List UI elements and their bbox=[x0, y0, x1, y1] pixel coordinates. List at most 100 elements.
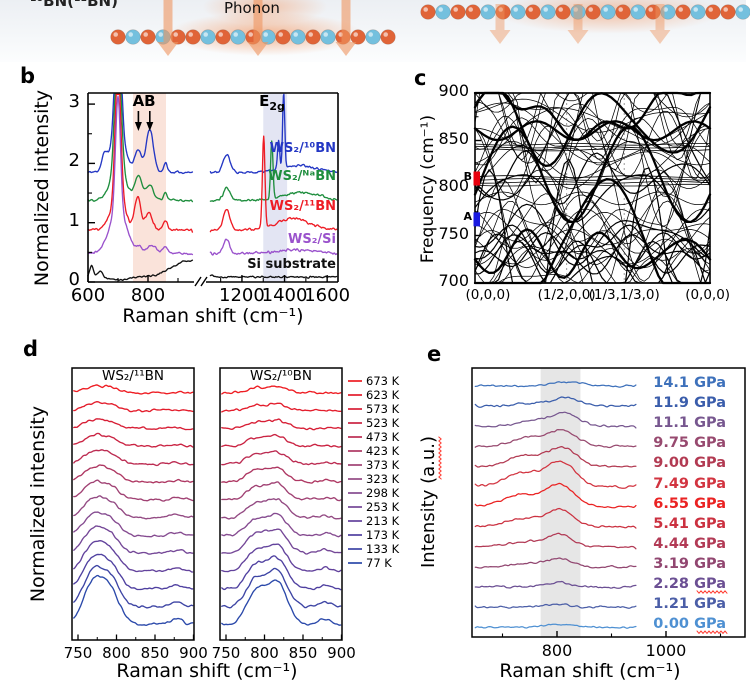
phonon-band bbox=[474, 110, 711, 179]
mode-marker-label-A: A bbox=[463, 210, 472, 224]
atom bbox=[510, 4, 526, 20]
phonon-band bbox=[474, 92, 711, 148]
pressure-spectrum bbox=[474, 381, 637, 388]
atom bbox=[525, 4, 541, 20]
atom-highlight bbox=[498, 7, 504, 12]
atom bbox=[305, 29, 321, 45]
phonon-band-flat bbox=[474, 181, 711, 184]
atom-highlight bbox=[158, 32, 163, 37]
atom-highlight bbox=[308, 32, 314, 37]
pressure-spectrum bbox=[474, 603, 637, 609]
legend-label: 173 K bbox=[366, 528, 400, 542]
axis-break-mark bbox=[200, 276, 208, 287]
panel-letter-b: b bbox=[20, 64, 36, 88]
axis-break-mark bbox=[194, 276, 202, 287]
phonon-band bbox=[474, 193, 711, 265]
pressure-spectrum bbox=[474, 411, 637, 429]
atom-highlight bbox=[233, 32, 238, 37]
y-tick-label: 850 bbox=[438, 128, 469, 148]
x-tick-label: 800 bbox=[250, 644, 279, 662]
y-tick-label: 800 bbox=[438, 176, 469, 195]
phonon-band bbox=[474, 203, 711, 266]
phonon-label: Phonon bbox=[224, 0, 280, 17]
atom bbox=[125, 29, 141, 45]
pressure-spectrum bbox=[474, 482, 637, 509]
phonon-arrow bbox=[655, 4, 665, 30]
atom-highlight bbox=[663, 7, 668, 12]
shaded-band bbox=[540, 368, 581, 637]
atom-highlight bbox=[218, 32, 223, 37]
atom-highlight bbox=[633, 7, 638, 12]
kpoint-label: (0,0,0) bbox=[685, 287, 731, 303]
legend-label: 373 K bbox=[366, 458, 400, 472]
annotation-arrow-head bbox=[146, 122, 154, 131]
atom bbox=[720, 4, 736, 20]
mode-marker-A bbox=[473, 212, 480, 227]
legend-label: 673 K bbox=[366, 374, 400, 388]
temperature-spectrum bbox=[221, 543, 342, 573]
phonon-band bbox=[474, 179, 711, 258]
mode-marker-B bbox=[473, 171, 480, 186]
temperature-spectrum bbox=[221, 433, 342, 448]
x-tick-label: 1200 bbox=[219, 285, 265, 306]
series-label: WS₂/Si bbox=[288, 231, 336, 247]
phonon-band-flat bbox=[474, 143, 711, 146]
phonon-arrow-head bbox=[157, 42, 179, 56]
temperature-spectrum bbox=[73, 511, 194, 538]
series-label: WS₂/¹¹BN bbox=[269, 198, 336, 214]
pressure-spectrum bbox=[474, 507, 637, 529]
x-tick-label: 750 bbox=[63, 644, 93, 662]
pressure-label: 0.00 GPa bbox=[653, 616, 726, 633]
atom-highlight bbox=[113, 32, 118, 37]
atom bbox=[320, 29, 336, 45]
pressure-spectrum bbox=[474, 445, 637, 468]
pressure-label: 9.75 GPa bbox=[653, 435, 726, 452]
temperature-spectrum bbox=[73, 384, 194, 395]
atom-highlight bbox=[383, 32, 389, 37]
phonon-band-flat bbox=[474, 183, 711, 187]
atom-highlight bbox=[468, 7, 474, 12]
phonon-arrow bbox=[495, 4, 505, 30]
atom bbox=[450, 4, 466, 20]
atom-highlight bbox=[438, 7, 444, 12]
x-tick-label: 800 bbox=[130, 285, 166, 306]
raman-spectrum bbox=[209, 135, 338, 233]
series-label: WS₂/ᴺᵃBN bbox=[268, 169, 336, 185]
temperature-spectrum bbox=[73, 540, 194, 573]
annotation-A: A bbox=[132, 92, 145, 110]
pressure-spectrum bbox=[474, 396, 637, 408]
atom bbox=[675, 4, 691, 20]
panel-d-xlabel: Raman shift (cm⁻¹) bbox=[116, 660, 298, 682]
temperature-spectrum bbox=[73, 525, 194, 555]
temperature-spectrum bbox=[221, 567, 342, 609]
temperature-spectrum bbox=[221, 481, 342, 502]
atom-highlight bbox=[203, 32, 208, 37]
spellcheck-squiggle bbox=[438, 436, 442, 480]
pressure-spectrum bbox=[474, 428, 637, 449]
atom-highlight bbox=[543, 7, 548, 12]
temperature-spectrum bbox=[221, 512, 342, 538]
atom-highlight bbox=[708, 7, 713, 12]
atom-highlight bbox=[353, 32, 359, 37]
pressure-label: 9.00 GPa bbox=[653, 455, 726, 472]
atom-highlight bbox=[528, 7, 533, 12]
phonon-arrow-head bbox=[567, 30, 589, 44]
phonon-band bbox=[474, 233, 711, 284]
panel-e-xlabel: Raman shift (cm⁻¹) bbox=[499, 660, 681, 682]
y-tick-label: 0 bbox=[68, 269, 80, 290]
temperature-spectrum bbox=[73, 479, 194, 502]
atom-highlight bbox=[368, 32, 374, 37]
x-tick-label: 900 bbox=[179, 644, 208, 662]
legend-label: 423 K bbox=[366, 444, 400, 458]
atom-highlight bbox=[513, 7, 518, 12]
atom bbox=[705, 4, 721, 20]
raman-spectrum bbox=[87, 259, 194, 281]
x-tick-label: 850 bbox=[288, 644, 318, 662]
annotation-subscript: 2g bbox=[269, 100, 285, 113]
pressure-label: 5.41 GPa bbox=[653, 515, 726, 532]
temperature-spectrum bbox=[73, 401, 194, 413]
phonon-arrow bbox=[253, 0, 263, 42]
legend-label: 573 K bbox=[366, 402, 400, 416]
